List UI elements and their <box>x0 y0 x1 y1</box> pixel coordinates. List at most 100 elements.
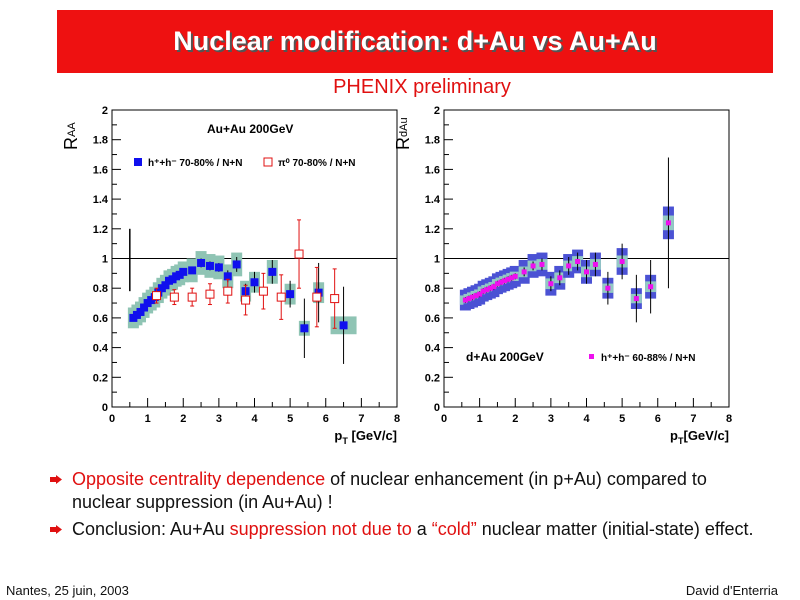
y-tick-label: 0 <box>102 402 108 414</box>
x-tick-label: 1 <box>477 413 483 425</box>
data-point <box>300 324 309 333</box>
x-axis-label-sub: T <box>678 436 684 446</box>
y-axis-label-sub: AA <box>66 122 78 137</box>
y-tick-label: 0.4 <box>93 343 109 355</box>
data-point <box>169 292 179 302</box>
bullet-item: Opposite centrality dependence of nuclea… <box>50 468 770 514</box>
y-tick-label: 1.8 <box>93 135 108 147</box>
data-point <box>462 297 468 303</box>
chart-0: 0 1 2 3 4 5 6 7 8 0 0.2 0.4 0.6 0.8 1 1.2 1.4 1.6 1.8 2 RAA p… <box>61 105 400 446</box>
data-point <box>491 284 497 290</box>
legend: h⁺+h⁻ 60-88% / N+N <box>589 353 695 364</box>
data-point <box>286 290 295 299</box>
plot-title: d+Au 200GeV <box>466 350 544 364</box>
legend-marker <box>134 158 142 166</box>
y-axis-label-sub: dAu <box>398 117 410 137</box>
y-tick-label: 1.6 <box>425 164 440 176</box>
y-tick-label: 1.4 <box>425 194 441 206</box>
y-tick-label: 1 <box>434 254 440 266</box>
y-tick-label: 0.8 <box>425 283 440 295</box>
data-point <box>633 296 639 302</box>
data-point <box>197 258 206 267</box>
data-point <box>205 289 215 299</box>
data-point <box>152 291 162 301</box>
data-point <box>188 266 197 275</box>
x-tick-label: 6 <box>655 413 661 425</box>
x-tick-label: 0 <box>441 413 447 425</box>
data-point <box>512 273 518 279</box>
data-point <box>258 286 268 296</box>
data-point <box>187 292 197 302</box>
x-tick-label: 0 <box>109 413 115 425</box>
data-point <box>232 260 241 269</box>
data-point <box>179 267 188 276</box>
data-point <box>592 261 598 267</box>
slide-subtitle: PHENIX preliminary <box>333 76 511 98</box>
y-tick-label: 0 <box>434 402 440 414</box>
data-point <box>530 263 536 269</box>
data-point <box>312 292 322 302</box>
series-1 <box>152 219 340 329</box>
x-tick-label: 5 <box>619 413 625 425</box>
data-point <box>339 321 348 330</box>
bullet-text-1-part-1: suppression not due to <box>229 519 412 539</box>
y-tick-label: 0.2 <box>425 372 440 384</box>
data-point <box>539 261 545 267</box>
data-point <box>268 267 277 276</box>
y-tick-label: 1.4 <box>93 194 109 206</box>
data-point <box>509 275 515 281</box>
bullet-text-0-part-1: of nuclear enhancement (in p+Au) compare… <box>72 469 707 512</box>
x-axis-label: pT [GeV/c] <box>334 428 397 446</box>
y-axis-label: RdAu <box>393 117 413 150</box>
data-point <box>498 279 504 285</box>
x-axis-label-main: p <box>670 428 678 443</box>
legend-label: h⁺+h⁻ 60-88% / N+N <box>601 353 695 364</box>
data-point <box>330 294 340 304</box>
data-point <box>584 269 589 275</box>
x-tick-label: 8 <box>394 413 400 425</box>
data-point <box>548 281 554 287</box>
footer-author: David d'Enterria <box>685 583 778 598</box>
data-point <box>480 288 486 294</box>
y-tick-label: 0.8 <box>93 283 108 295</box>
y-tick-label: 1 <box>102 254 108 266</box>
bullet-text-1-part-0: Conclusion: Au+Au <box>72 519 230 539</box>
data-point <box>294 249 304 259</box>
data-point <box>140 303 149 312</box>
x-axis-label: pT[GeV/c] <box>670 428 729 446</box>
x-tick-label: 7 <box>690 413 696 425</box>
bullet-list: Opposite centrality dependence of nuclea… <box>50 468 770 545</box>
x-tick-label: 5 <box>287 413 293 425</box>
data-point <box>477 291 483 297</box>
red-arrow-bullet-icon <box>50 475 62 484</box>
data-point <box>566 263 572 269</box>
x-axis-label-main: p <box>334 428 342 443</box>
bullet-text-1-part-4: nuclear matter (initial-state) effect. <box>476 519 754 539</box>
data-point <box>276 292 286 302</box>
x-tick-label: 2 <box>512 413 518 425</box>
data-point <box>250 278 259 287</box>
data-point <box>648 284 654 290</box>
x-tick-label: 3 <box>548 413 554 425</box>
y-axis-label-main: R <box>61 137 81 150</box>
data-point <box>502 278 508 284</box>
plot-title: Au+Au 200GeV <box>207 122 293 136</box>
x-tick-label: 4 <box>251 413 258 425</box>
x-tick-label: 1 <box>145 413 151 425</box>
data-point <box>487 285 493 291</box>
legend-marker <box>589 354 594 359</box>
data-point <box>241 295 251 305</box>
data-point <box>473 293 479 299</box>
data-point <box>214 263 223 272</box>
data-point <box>575 258 581 264</box>
data-point <box>505 276 511 282</box>
x-axis-label-unit: [GeV/c] <box>683 428 729 443</box>
footer-location-date: Nantes, 25 juin, 2003 <box>6 583 129 598</box>
x-axis-label-unit: [GeV/c] <box>348 428 397 443</box>
x-tick-label: 2 <box>180 413 186 425</box>
y-tick-label: 1.2 <box>93 224 108 236</box>
legend-label: h⁺+h⁻ 70-80% / N+N <box>148 158 242 169</box>
data-point <box>484 287 490 293</box>
data-point <box>557 275 563 281</box>
data-point <box>665 220 671 226</box>
